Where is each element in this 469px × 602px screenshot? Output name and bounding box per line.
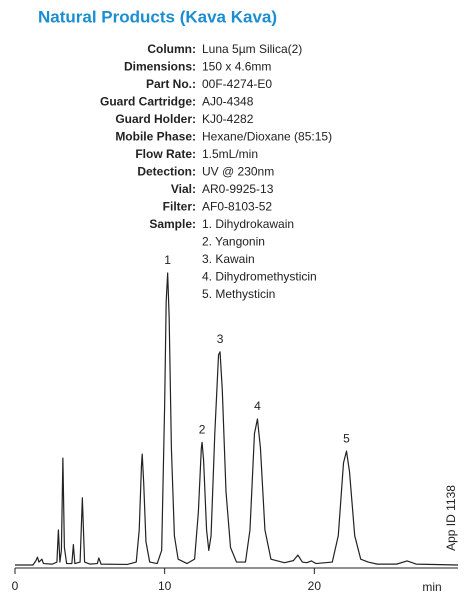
info-value: 00F-4274-E0	[202, 77, 272, 91]
peak-label: 5	[343, 431, 350, 445]
info-value: Luna 5µm Silica(2)	[202, 42, 302, 56]
info-label: Guard Cartridge:	[100, 95, 196, 109]
info-value: AR0-9925-13	[202, 182, 274, 196]
sample-item: 3. Kawain	[202, 252, 255, 266]
x-tick-label: 0	[12, 579, 19, 593]
info-label: Vial:	[171, 182, 196, 196]
info-label: Detection:	[137, 165, 196, 179]
peak-label: 3	[217, 332, 224, 346]
side-note: App ID 1138	[444, 485, 458, 551]
info-label: Mobile Phase:	[115, 130, 196, 144]
info-label: Dimensions:	[124, 60, 196, 74]
chart-title: Natural Products (Kava Kava)	[38, 7, 277, 26]
info-value: AF0-8103-52	[202, 200, 272, 214]
sample-item: 1. Dihydrokawain	[202, 217, 294, 231]
sample-item: 5. Methysticin	[202, 287, 275, 301]
x-axis-label: min	[422, 580, 441, 594]
info-value: UV @ 230nm	[202, 165, 274, 179]
info-value: Hexane/Dioxane (85:15)	[202, 130, 332, 144]
info-value: 1.5mL/min	[202, 147, 258, 161]
info-label: Sample:	[149, 217, 196, 231]
info-value: KJ0-4282	[202, 112, 254, 126]
peak-label: 1	[164, 253, 171, 267]
info-label: Guard Holder:	[115, 112, 196, 126]
x-tick-label: 20	[308, 579, 322, 593]
x-tick-label: 10	[158, 579, 172, 593]
info-label: Column:	[147, 42, 196, 56]
peak-label: 2	[199, 423, 206, 437]
info-label: Part No.:	[146, 77, 196, 91]
info-value: 150 x 4.6mm	[202, 60, 271, 74]
sample-item: 4. Dihydromethysticin	[202, 270, 317, 284]
sample-item: 2. Yangonin	[202, 235, 265, 249]
info-label: Filter:	[163, 200, 196, 214]
info-label: Flow Rate:	[135, 147, 196, 161]
peak-label: 4	[254, 399, 261, 413]
info-value: AJ0-4348	[202, 95, 254, 109]
trace-line	[15, 272, 459, 566]
